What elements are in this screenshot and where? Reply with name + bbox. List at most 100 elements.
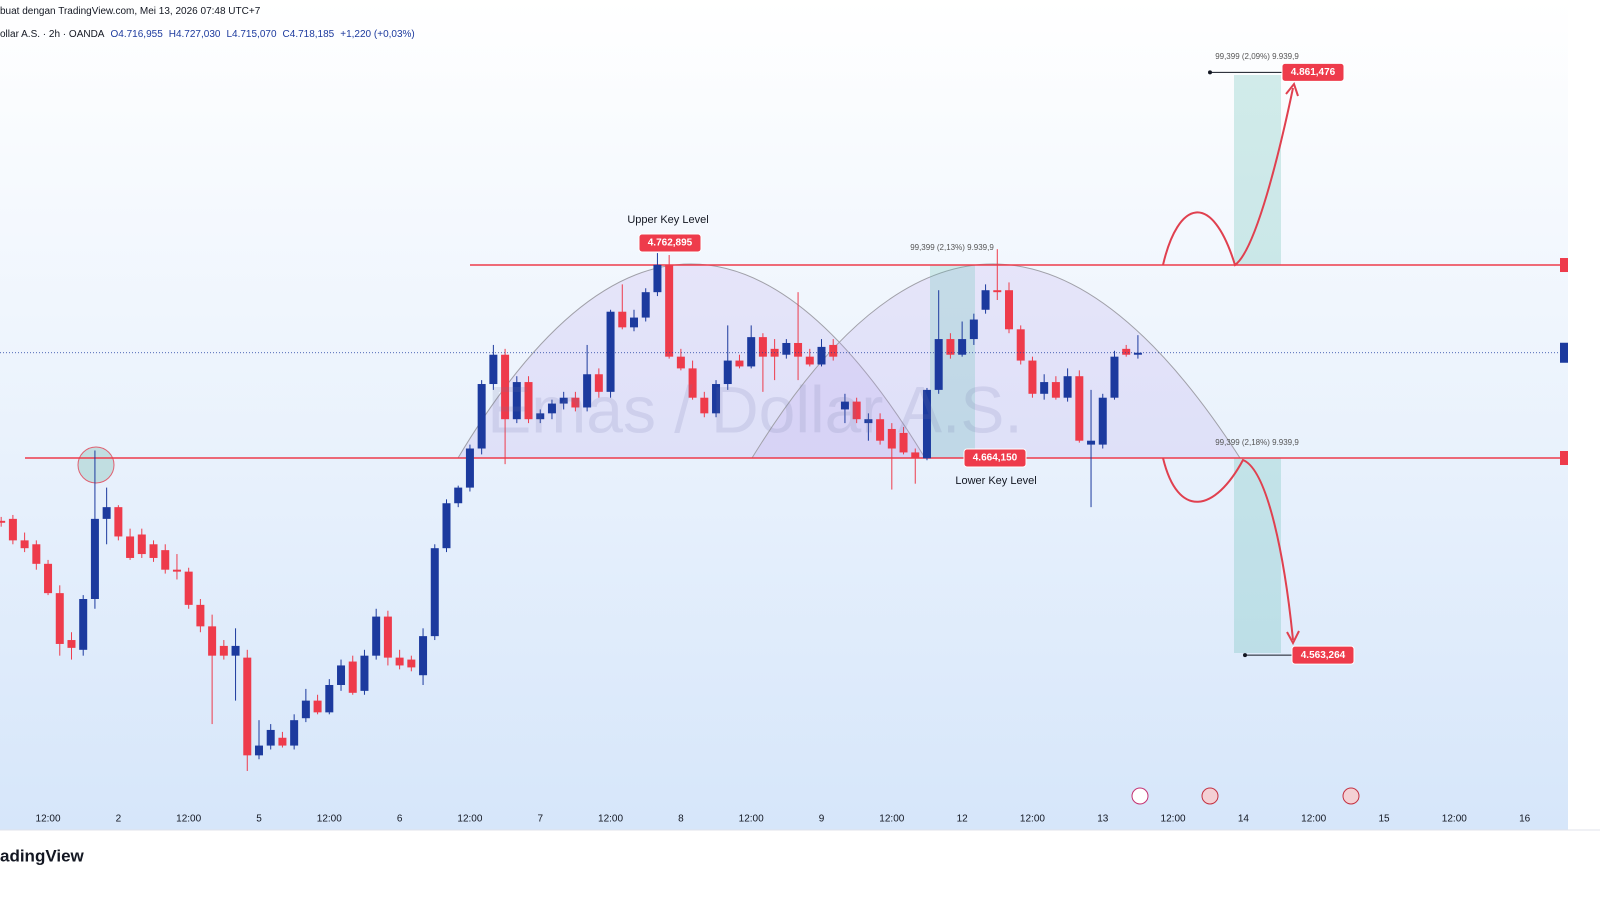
measure-label: 99,399 (2,09%) 9.939,9 xyxy=(1215,52,1299,61)
candle-body xyxy=(1028,360,1037,394)
candle-body xyxy=(44,563,53,594)
projection-down xyxy=(1162,457,1294,641)
symbol: ollar A.S. · 2h · OANDA xyxy=(0,29,105,40)
candle-body xyxy=(243,657,252,756)
candle-body xyxy=(254,745,263,756)
level-price-box xyxy=(963,448,1027,468)
x-tick-label: 12:00 xyxy=(1442,814,1467,825)
x-tick-label: 12:00 xyxy=(739,814,764,825)
candle-body xyxy=(723,360,732,385)
candle-body xyxy=(1075,376,1084,441)
x-tick-label: 7 xyxy=(537,814,543,825)
candle-body xyxy=(114,507,123,537)
ohlc: C4.718,185 xyxy=(282,29,335,40)
candle-body xyxy=(360,655,369,691)
candle-body xyxy=(934,339,943,390)
x-tick-label: 12 xyxy=(957,814,969,825)
source-line: buat dengan TradingView.com, Mei 13, 202… xyxy=(0,6,261,17)
candle-body xyxy=(149,544,158,558)
candle-body xyxy=(1098,397,1107,445)
candle-body xyxy=(817,346,826,365)
candle-body xyxy=(501,354,510,420)
candle-body xyxy=(641,292,650,318)
level-price: 4.762,895 xyxy=(648,238,693,249)
candle-body xyxy=(852,401,861,420)
x-tick-label: 15 xyxy=(1378,814,1390,825)
candle-body xyxy=(477,384,486,449)
candle-body xyxy=(102,507,111,519)
x-tick-label: 12:00 xyxy=(1161,814,1186,825)
x-tick-label: 13 xyxy=(1097,814,1109,825)
candle-body xyxy=(325,684,334,713)
candle-body xyxy=(512,382,521,420)
candle-body xyxy=(465,448,474,488)
candle-body xyxy=(747,337,756,367)
candle-body xyxy=(547,403,556,414)
candle-body xyxy=(958,339,967,355)
event-icon xyxy=(1131,787,1149,805)
candle-body xyxy=(629,317,638,328)
candle-body xyxy=(266,729,275,746)
candle-body xyxy=(583,374,592,408)
measure-zone xyxy=(1234,458,1281,653)
candle-body xyxy=(840,401,849,410)
candle-body xyxy=(758,337,767,357)
x-tick-label: 9 xyxy=(819,814,825,825)
x-tick-label: 6 xyxy=(397,814,403,825)
candle-body xyxy=(79,598,88,650)
candle-body xyxy=(1122,348,1131,355)
candle-body xyxy=(337,665,346,685)
candle-body xyxy=(712,384,721,414)
ohlc: L4.715,070 xyxy=(226,29,277,40)
candle-body xyxy=(8,518,17,541)
axis-tag xyxy=(1560,342,1568,363)
target-dot xyxy=(1243,653,1247,658)
candle-body xyxy=(688,368,697,398)
x-tick-label: 8 xyxy=(678,814,684,825)
candle-body xyxy=(1016,329,1025,361)
candle-body xyxy=(1040,382,1049,394)
price-axis xyxy=(1568,0,1600,900)
plot-background xyxy=(0,0,1568,830)
candle-body xyxy=(442,503,451,549)
highlight-circle xyxy=(77,446,115,484)
candle-body xyxy=(794,342,803,357)
candle-body xyxy=(407,659,416,668)
level-price-box xyxy=(638,233,702,253)
event-icon xyxy=(1201,787,1219,805)
symbol-line: ollar A.S. · 2h · OANDA O4.716,955 H4.727,… xyxy=(0,29,421,40)
target-dot xyxy=(1208,70,1212,75)
candle-body xyxy=(32,544,41,564)
target-price: 4.563,264 xyxy=(1301,650,1346,661)
candle-body xyxy=(676,356,685,369)
candle-body xyxy=(55,593,64,644)
candle-body xyxy=(0,520,6,523)
candle-body xyxy=(20,540,29,549)
candle-body xyxy=(981,290,990,310)
candle-body xyxy=(67,640,76,648)
candle-body xyxy=(571,397,580,408)
candle-body xyxy=(419,636,428,676)
logo: adingView xyxy=(0,846,85,865)
candle-body xyxy=(196,604,205,627)
candle-body xyxy=(219,645,228,656)
candle-body xyxy=(700,397,709,414)
candle-body xyxy=(1087,440,1096,445)
candle-body xyxy=(805,356,814,365)
candle-body xyxy=(301,700,310,719)
candle-body xyxy=(172,569,181,572)
candle-body xyxy=(864,419,873,424)
target-price: 4.861,476 xyxy=(1291,67,1336,78)
candle-body xyxy=(536,413,545,420)
x-tick-label: 12:00 xyxy=(598,814,623,825)
candle-body xyxy=(1133,352,1142,355)
candle-body xyxy=(395,657,404,666)
level-name: Lower Key Level xyxy=(955,475,1036,487)
candle-body xyxy=(524,382,533,420)
candle-body xyxy=(126,536,135,558)
ohlc: +1,220 (+0,03%) xyxy=(340,29,415,40)
axis-tag xyxy=(1560,450,1568,465)
target-price-box xyxy=(1291,645,1355,665)
candle-body xyxy=(653,264,662,293)
x-tick-label: 16 xyxy=(1519,814,1531,825)
